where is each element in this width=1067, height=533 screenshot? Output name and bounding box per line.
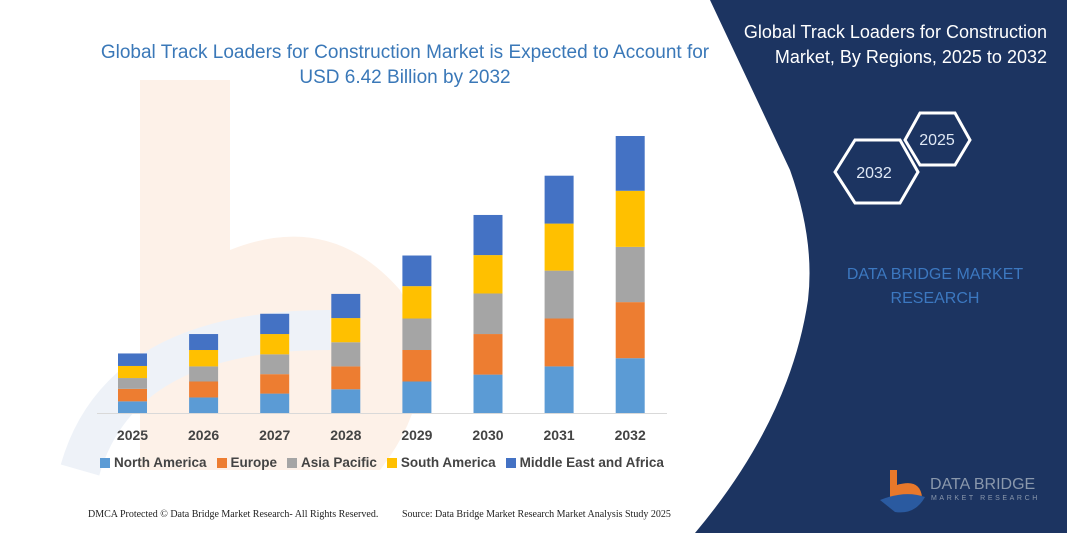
bar-segment-2030-north-america <box>473 374 503 413</box>
bar-segment-2032-north-america <box>615 358 645 413</box>
bar-segment-2027-middle-east-and-africa <box>260 313 290 335</box>
bar-segment-2028-europe <box>331 366 361 390</box>
footer-source: Source: Data Bridge Market Research Mark… <box>402 509 671 520</box>
bar-segment-2026-north-america <box>189 397 219 413</box>
logo-name: DATA BRIDGE <box>930 476 1036 493</box>
legend-label: Asia Pacific <box>301 455 377 470</box>
brand-text: DATA BRIDGE MARKET RESEARCH <box>846 266 1024 307</box>
legend-item: North America <box>100 455 207 470</box>
bar-segment-2026-asia-pacific <box>189 366 219 382</box>
x-tick-label: 2026 <box>188 427 219 443</box>
bar-segment-2026-south-america <box>189 350 219 367</box>
bar-segment-2029-asia-pacific <box>402 318 432 351</box>
bar-segment-2031-middle-east-and-africa <box>544 175 574 224</box>
footer-copyright: DMCA Protected © Data Bridge Market Rese… <box>88 509 379 520</box>
bar-segment-2025-europe <box>118 388 147 402</box>
legend-swatch <box>100 457 110 468</box>
bar-segment-2030-europe <box>473 334 503 375</box>
logo-sub: MARKET RESEARCH <box>931 495 1040 502</box>
bar-segment-2025-south-america <box>118 365 147 379</box>
x-tick-label: 2029 <box>401 427 432 443</box>
bar-segment-2031-europe <box>544 318 574 367</box>
bar-segment-2027-europe <box>260 374 290 394</box>
legend-item: Middle East and Africa <box>505 455 664 470</box>
legend: North America Europe Asia Pacific South Ame… <box>100 455 664 470</box>
stacked-bar-chart: 2025 2026 2027 2028 2029 2030 2031 2032 <box>97 136 667 443</box>
bar-segment-2028-north-america <box>331 389 361 413</box>
hexagon-2025 <box>903 111 972 167</box>
bar-segment-2032-middle-east-and-africa <box>615 136 645 191</box>
legend-item: Europe <box>216 455 278 470</box>
panel-title: Global Track Loaders for Construction Ma… <box>743 22 1047 67</box>
bar-segment-2028-south-america <box>331 318 361 343</box>
bar-segment-2032-asia-pacific <box>615 246 645 303</box>
x-tick-label: 2032 <box>615 427 646 443</box>
bar-segment-2027-asia-pacific <box>260 354 290 375</box>
bar-segment-2025-north-america <box>118 401 147 413</box>
bar-segment-2029-middle-east-and-africa <box>402 255 432 287</box>
right-panel <box>695 0 1067 533</box>
bar-segment-2032-south-america <box>615 190 645 247</box>
x-tick-label: 2031 <box>544 427 575 443</box>
legend-swatch <box>386 457 397 468</box>
legend-item: Asia Pacific <box>287 455 377 470</box>
legend-swatch <box>505 457 516 468</box>
bar-segment-2029-europe <box>402 350 432 382</box>
chart-title: Global Track Loaders for Construction Ma… <box>100 42 710 88</box>
bar-segment-2029-south-america <box>402 286 432 319</box>
bar-segment-2028-asia-pacific <box>331 342 361 367</box>
bar-segment-2026-middle-east-and-africa <box>189 334 219 351</box>
logo-icon <box>880 470 925 513</box>
bar-segment-2025-asia-pacific <box>118 378 147 389</box>
legend-label: South America <box>400 455 496 470</box>
hexagon-2032 <box>833 138 920 205</box>
x-tick-label: 2025 <box>117 427 148 443</box>
x-tick-label: 2027 <box>259 427 290 443</box>
legend-item: South America <box>386 455 496 470</box>
hex-label-2032: 2032 <box>856 165 892 182</box>
x-tick-label: 2030 <box>472 427 503 443</box>
bar-segment-2030-asia-pacific <box>473 293 503 335</box>
legend-label: Europe <box>230 455 278 470</box>
legend-label: North America <box>114 455 207 470</box>
bar-segment-2031-south-america <box>544 223 574 271</box>
bar-segment-2032-europe <box>615 302 645 359</box>
x-tick-label: 2028 <box>330 427 361 443</box>
bar-segment-2031-asia-pacific <box>544 270 574 319</box>
bar-segment-2027-north-america <box>260 393 290 413</box>
bar-segment-2027-south-america <box>260 334 290 355</box>
bar-segment-2025-middle-east-and-africa <box>118 353 147 366</box>
legend-label: Middle East and Africa <box>519 455 664 470</box>
bar-segment-2029-north-america <box>402 381 432 413</box>
bar-segment-2026-europe <box>189 381 219 398</box>
legend-swatch <box>216 457 227 468</box>
bar-segment-2028-middle-east-and-africa <box>331 293 361 319</box>
legend-swatch <box>287 457 298 468</box>
bar-segment-2030-middle-east-and-africa <box>473 214 503 256</box>
bar-segment-2031-north-america <box>544 366 574 413</box>
bar-segment-2030-south-america <box>473 255 503 294</box>
hex-label-2025: 2025 <box>919 132 955 149</box>
